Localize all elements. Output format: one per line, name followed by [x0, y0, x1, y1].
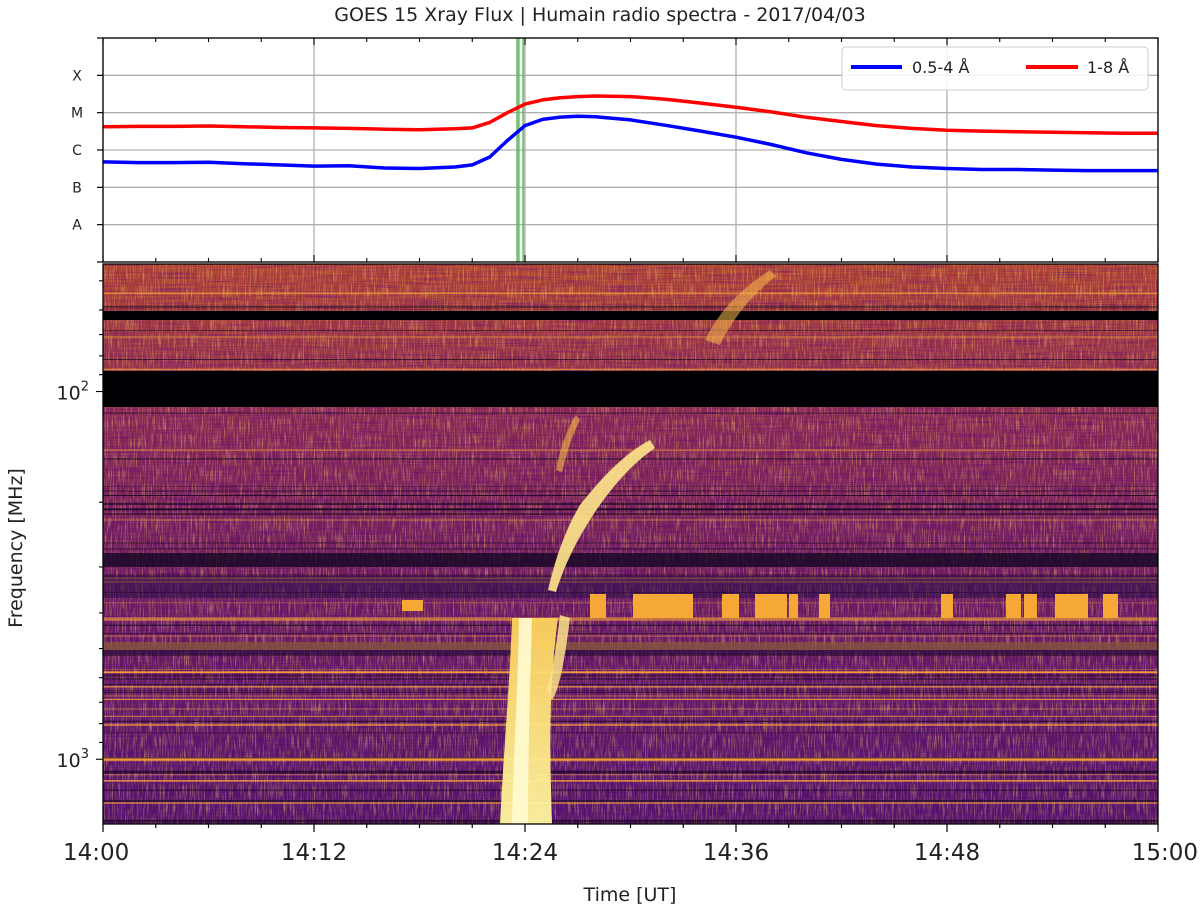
rfi-block	[1006, 594, 1021, 618]
dark-band-1	[103, 553, 1158, 567]
data-gap-band-1	[103, 311, 1158, 320]
xray-series-line	[103, 114, 1158, 173]
xray-series-group	[103, 94, 1158, 173]
xray-y-tick-label: A	[72, 218, 82, 234]
drifting-burst	[548, 440, 655, 592]
dark-band-2	[103, 576, 1158, 598]
x-tick-label: 15:00	[1132, 840, 1198, 866]
high-freq-burst	[705, 270, 776, 345]
type-iii-burst-core	[512, 618, 532, 824]
y-axis-label: Frequency [MHz]	[5, 468, 27, 628]
rfi-block	[941, 594, 953, 618]
rfi-block	[722, 594, 739, 618]
xray-y-tick-label: C	[72, 143, 82, 159]
xray-panel: A B C M X 0.5-4 Å 1-8 Å	[71, 37, 1159, 263]
x-tick-label: 14:24	[492, 840, 558, 866]
rfi-block	[1055, 594, 1088, 618]
xray-series-line	[103, 94, 1158, 136]
rfi-block	[1103, 594, 1118, 618]
spectrogram-x-ticks: 14:00 14:12 14:24 14:36 14:48 15:00	[63, 38, 1198, 866]
bright-band-1	[103, 642, 1158, 650]
legend-box	[841, 46, 1149, 91]
legend: 0.5-4 Å 1-8 Å	[841, 46, 1149, 91]
rfi-block	[590, 594, 606, 618]
spectrogram-image	[103, 264, 1158, 824]
x-tick-label: 14:36	[703, 840, 769, 866]
spec-y-tick-label: 103	[57, 747, 89, 772]
legend-label-blue: 0.5-4 Å	[912, 58, 969, 77]
drifting-burst-faint	[556, 415, 580, 472]
rfi-block	[789, 594, 798, 618]
spec-y-tick-label: 102	[57, 380, 89, 405]
spectrogram-y-ticks: 102 103	[57, 280, 103, 772]
type-iii-burst-secondary	[547, 615, 570, 700]
figure-title: GOES 15 Xray Flux | Humain radio spectra…	[334, 4, 866, 26]
xray-y-ticks: A B C M X	[71, 37, 103, 263]
data-gap-band-2	[103, 371, 1158, 407]
x-tick-label: 14:12	[281, 840, 347, 866]
spectrogram-streaks	[103, 264, 1158, 824]
xray-y-tick-label: B	[72, 180, 82, 196]
x-axis-label: Time [UT]	[583, 884, 677, 906]
x-tick-label: 14:00	[63, 840, 129, 866]
xray-y-tick-label: M	[71, 106, 83, 122]
rfi-block	[633, 594, 693, 618]
rfi-block	[819, 594, 830, 618]
xray-vertical-markers	[516, 38, 525, 262]
rfi-block	[755, 594, 787, 618]
rfi-block	[1024, 594, 1037, 618]
legend-label-red: 1-8 Å	[1087, 58, 1129, 77]
dark-band-3	[103, 642, 1158, 654]
xray-y-tick-label: X	[72, 68, 82, 84]
rfi-block	[402, 600, 423, 611]
rfi-blocks	[402, 594, 1118, 618]
spectrogram-panel: 102 103 14:00 14:12 14:24 14:36 14:48 15:00 Fr…	[5, 38, 1198, 906]
x-tick-label: 14:48	[914, 840, 980, 866]
